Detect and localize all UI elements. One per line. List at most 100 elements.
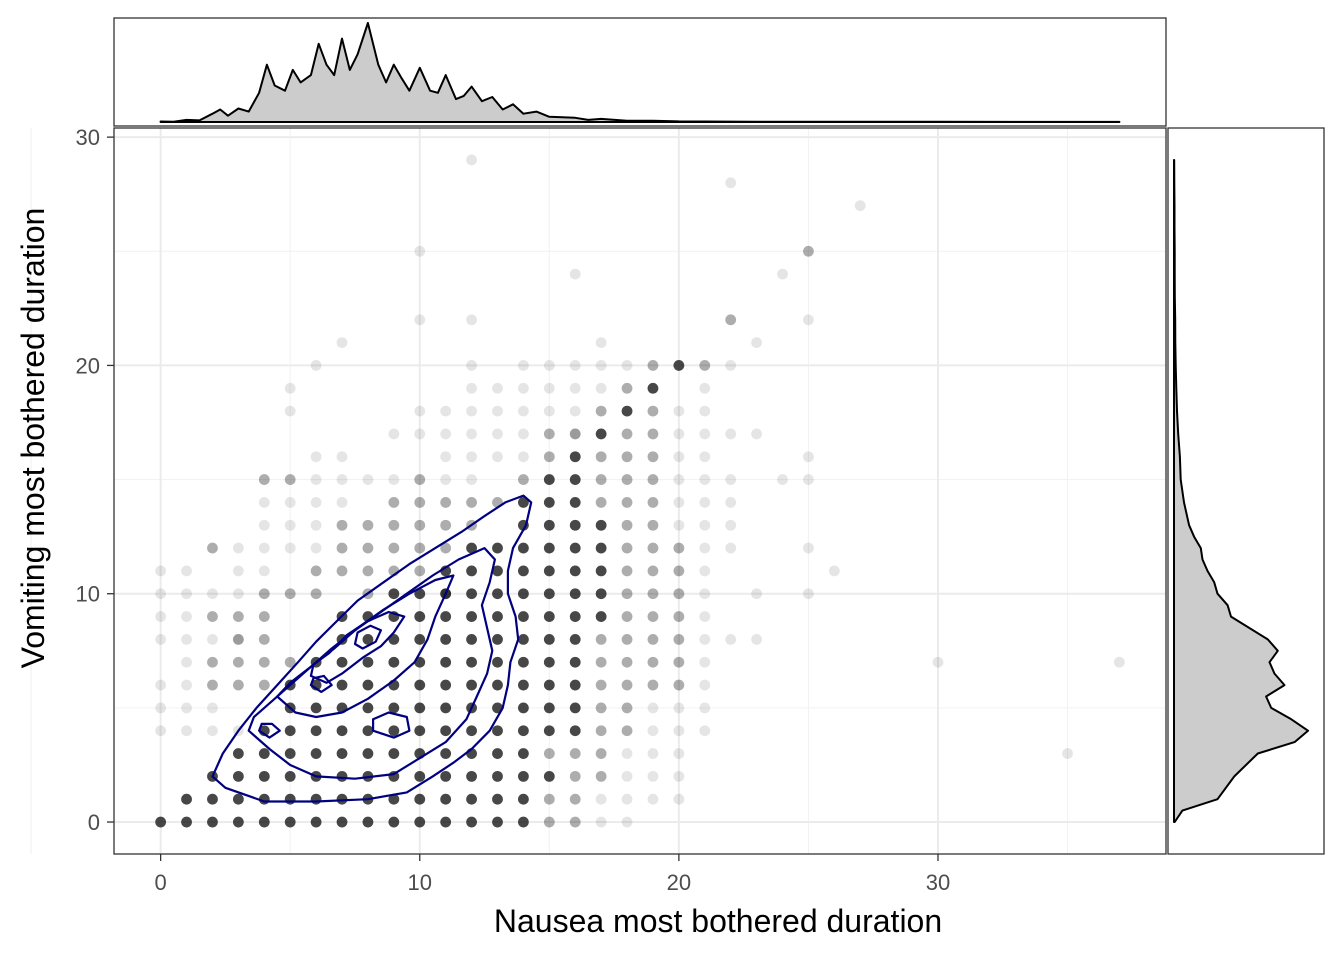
scatter-point	[466, 816, 477, 828]
scatter-point	[647, 611, 659, 622]
scatter-point	[155, 679, 167, 691]
scatter-point	[517, 748, 529, 759]
scatter-point	[621, 360, 633, 371]
density-contour-line	[309, 674, 333, 693]
scatter-point	[725, 633, 737, 645]
scatter-point	[517, 725, 529, 737]
scatter-point	[777, 474, 788, 485]
scatter-point	[595, 816, 607, 828]
scatter-point	[258, 816, 270, 828]
scatter-point	[543, 679, 555, 691]
scatter-point	[803, 542, 814, 554]
scatter-point	[647, 519, 659, 531]
scatter-point	[621, 633, 633, 645]
scatter-point	[621, 679, 633, 691]
scatter-point	[310, 451, 322, 463]
scatter-point	[336, 816, 348, 828]
scatter-point	[595, 565, 607, 577]
scatter-point	[699, 565, 711, 577]
scatter-point	[258, 770, 270, 782]
scatter-point	[414, 588, 426, 600]
scatter-point	[362, 565, 374, 577]
scatter-point	[492, 725, 503, 737]
scatter-point	[517, 793, 529, 805]
scatter-point	[414, 611, 426, 622]
scatter-point	[440, 542, 452, 554]
scatter-point	[621, 428, 633, 440]
scatter-point	[673, 565, 685, 577]
scatter-point	[492, 542, 503, 554]
scatter-point	[517, 474, 529, 485]
scatter-point	[647, 360, 659, 371]
scatter-point	[362, 748, 374, 759]
scatter-points	[155, 154, 1125, 828]
scatter-point	[647, 793, 659, 805]
scatter-point	[699, 405, 711, 417]
scatter-point	[673, 770, 685, 782]
scatter-point	[232, 793, 244, 805]
scatter-point	[258, 497, 270, 508]
scatter-point	[673, 497, 685, 508]
scatter-point	[751, 633, 763, 645]
scatter-point	[647, 588, 659, 600]
scatter-point	[699, 360, 711, 371]
scatter-point	[699, 679, 711, 691]
scatter-point	[388, 793, 400, 805]
scatter-point	[595, 405, 607, 417]
scatter-point	[492, 656, 503, 668]
scatter-point	[207, 656, 218, 668]
scatter-point	[569, 428, 581, 440]
scatter-point	[647, 382, 659, 394]
scatter-point	[543, 633, 555, 645]
scatter-point	[388, 474, 400, 485]
scatter-point	[466, 588, 477, 600]
scatter-point	[207, 702, 218, 714]
scatter-point	[517, 633, 529, 645]
scatter-point	[232, 656, 244, 668]
scatter-point	[207, 793, 218, 805]
scatter-point	[828, 565, 840, 577]
scatter-point	[543, 360, 555, 371]
scatter-point	[181, 565, 192, 577]
scatter-point	[388, 656, 400, 668]
scatter-point	[543, 497, 555, 508]
scatter-point	[543, 816, 555, 828]
scatter-point	[595, 611, 607, 622]
scatter-point	[751, 428, 763, 440]
scatter-point	[207, 725, 218, 737]
scatter-point	[621, 497, 633, 508]
scatter-point	[647, 565, 659, 577]
scatter-point	[673, 793, 685, 805]
scatter-point	[517, 565, 529, 577]
scatter-point	[440, 725, 452, 737]
scatter-point	[284, 588, 296, 600]
scatter-point	[181, 816, 192, 828]
scatter-point	[647, 702, 659, 714]
scatter-point	[569, 382, 581, 394]
scatter-point	[517, 382, 529, 394]
scatter-point	[595, 474, 607, 485]
density-contour-line	[353, 624, 382, 650]
scatter-point	[569, 702, 581, 714]
scatter-point	[595, 588, 607, 600]
scatter-point	[440, 679, 452, 691]
scatter-point	[569, 679, 581, 691]
scatter-point	[310, 793, 322, 805]
scatter-point	[569, 497, 581, 508]
scatter-point	[621, 748, 633, 759]
scatter-point	[803, 451, 814, 463]
scatter-point	[621, 519, 633, 531]
scatter-point	[517, 588, 529, 600]
density-contour-line	[309, 610, 406, 684]
scatter-point	[284, 382, 296, 394]
scatter-point	[492, 611, 503, 622]
scatter-point	[155, 816, 167, 828]
scatter-point	[673, 474, 685, 485]
scatter-point	[258, 656, 270, 668]
scatter-point	[466, 565, 477, 577]
scatter-point	[543, 382, 555, 394]
scatter-point	[647, 474, 659, 485]
scatter-point	[414, 542, 426, 554]
x-axis-title: Nausea most bothered duration	[494, 903, 942, 939]
scatter-point	[569, 405, 581, 417]
